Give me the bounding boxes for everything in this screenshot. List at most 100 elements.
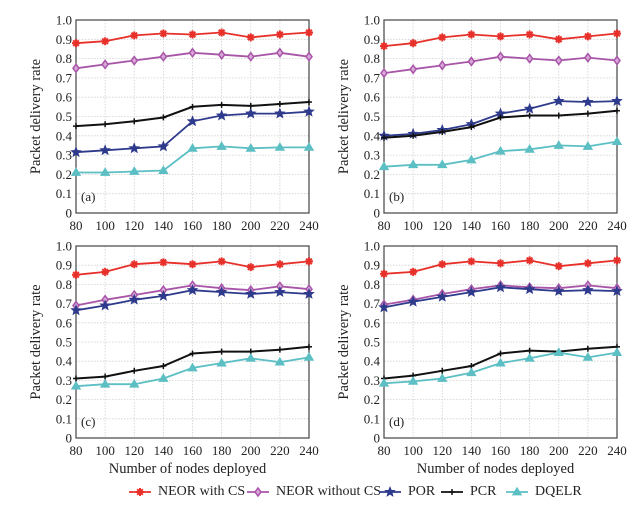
data-point <box>410 132 417 139</box>
data-point <box>524 144 535 153</box>
y-tick-label: 0.2 <box>364 167 380 182</box>
data-point <box>306 99 312 106</box>
data-point <box>303 105 315 117</box>
data-point <box>467 56 476 67</box>
data-point <box>380 269 388 278</box>
legend-marker-diamond-icon <box>247 486 269 498</box>
y-tick-label: 0.3 <box>56 148 72 163</box>
data-point <box>439 128 446 135</box>
data-point <box>611 285 623 297</box>
data-point <box>303 142 315 151</box>
x-tick-label: 220 <box>270 443 290 458</box>
x-tick-label: 140 <box>462 443 482 458</box>
y-tick-label: 0.1 <box>56 411 72 426</box>
data-point <box>582 284 594 296</box>
x-tick-label: 240 <box>299 443 319 458</box>
y-tick-label: 0.1 <box>364 411 380 426</box>
data-point <box>495 145 506 155</box>
x-tick-label: 180 <box>212 443 232 458</box>
data-point <box>157 140 170 152</box>
series-neor-without-cs <box>380 51 621 79</box>
data-point <box>554 262 563 271</box>
data-point <box>584 110 591 117</box>
data-point <box>584 345 591 352</box>
data-point <box>188 30 197 39</box>
y-tick-label: 0.2 <box>364 392 380 407</box>
y-tick-label: 1.0 <box>56 13 72 28</box>
data-point <box>305 257 313 266</box>
data-point <box>73 375 79 382</box>
data-point <box>189 103 196 110</box>
data-point <box>409 63 418 75</box>
data-point <box>72 63 80 74</box>
data-point <box>246 51 255 62</box>
data-point <box>555 112 562 119</box>
data-point <box>130 31 139 40</box>
y-tick-label: 0.7 <box>364 70 381 85</box>
y-tick-label: 0.3 <box>56 373 72 388</box>
y-tick-label: 0.4 <box>364 354 381 369</box>
data-point <box>466 367 477 377</box>
data-point <box>526 347 533 354</box>
data-point <box>159 51 168 62</box>
data-point <box>189 350 196 357</box>
x-tick-label: 120 <box>125 218 145 233</box>
legend-item-dqelr: DQELR <box>505 482 582 502</box>
data-point <box>187 143 198 152</box>
x-tick-label: 140 <box>462 218 482 233</box>
x-tick-label: 240 <box>607 218 627 233</box>
data-point <box>275 30 284 39</box>
x-tick-label: 180 <box>212 218 232 233</box>
panel-label: (a) <box>81 189 95 204</box>
y-tick-label: 0 <box>66 206 73 221</box>
data-point <box>525 256 534 265</box>
y-tick-label: 1.0 <box>364 239 380 254</box>
data-point <box>274 142 286 151</box>
data-point <box>101 37 110 46</box>
plot-area-frame <box>75 245 310 439</box>
data-point <box>525 53 534 64</box>
data-point <box>70 304 82 316</box>
data-point <box>131 118 138 125</box>
x-tick-label: 140 <box>154 218 174 233</box>
series-neor-without-cs <box>72 47 313 74</box>
x-tick-label: 160 <box>491 218 511 233</box>
y-tick-label: 0.1 <box>56 186 72 201</box>
data-point <box>494 281 507 293</box>
series-dqelr <box>70 352 315 390</box>
data-point <box>523 102 536 114</box>
data-point <box>407 376 419 385</box>
data-point <box>305 51 313 62</box>
legend-label: NEOR with CS <box>158 484 246 499</box>
data-point <box>496 259 505 268</box>
y-tick-label: 0.5 <box>56 109 72 124</box>
data-point <box>159 29 168 38</box>
data-point <box>274 107 286 119</box>
series-por <box>70 105 315 158</box>
legend-marker <box>384 486 396 497</box>
data-point <box>217 28 226 37</box>
y-tick-label: 0 <box>374 431 381 446</box>
x-tick-label: 200 <box>241 218 261 233</box>
data-point <box>582 95 594 107</box>
data-point <box>218 348 225 355</box>
data-point <box>438 260 447 269</box>
data-point <box>524 353 535 362</box>
data-point <box>158 165 169 174</box>
y-tick-label: 0.2 <box>56 392 72 407</box>
y-tick-label: 0.4 <box>56 354 73 369</box>
data-point <box>437 159 448 169</box>
x-tick-label: 100 <box>403 443 423 458</box>
panel-label: (b) <box>389 189 404 204</box>
x-tick-label: 140 <box>154 443 174 458</box>
data-point <box>378 378 390 387</box>
legend-marker <box>511 486 523 496</box>
legend-item-neor-without-cs: NEOR without CS <box>246 482 381 502</box>
data-point <box>439 367 446 374</box>
legend-marker-triangle-icon <box>506 486 528 496</box>
series-pcr <box>381 343 620 382</box>
data-point <box>186 284 199 296</box>
x-tick-label: 180 <box>520 218 540 233</box>
data-point <box>614 107 620 114</box>
data-point <box>583 259 592 268</box>
